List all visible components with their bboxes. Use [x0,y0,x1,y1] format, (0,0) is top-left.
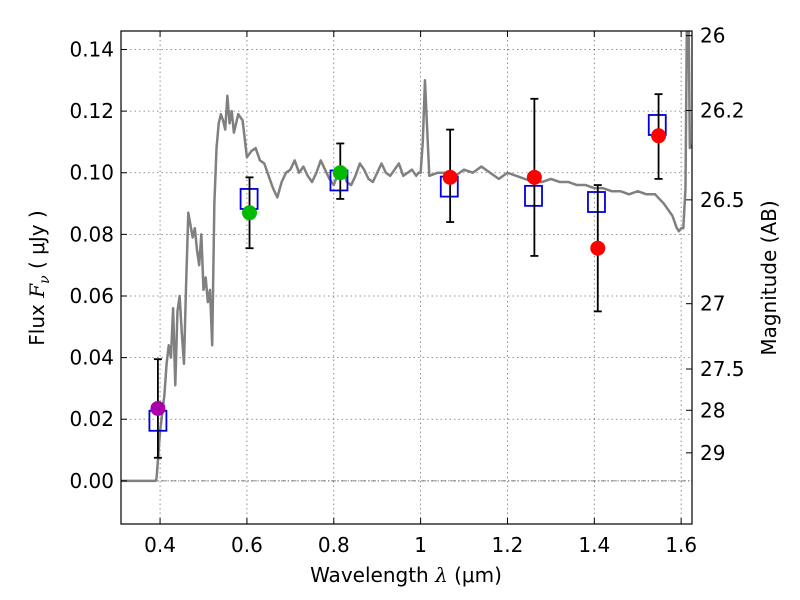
observed-data-point [590,240,606,256]
plot-area [121,31,692,483]
observed-data-point [442,169,458,185]
observed-data-point [651,128,667,144]
observed-data-point [332,165,348,181]
y2-tick-label: 26.5 [700,188,745,212]
x-tick-label: 0.4 [144,533,176,557]
y2-tick-label: 26.2 [700,98,745,122]
y2-tick-label: 29 [700,441,725,465]
y-tick-label: 0.02 [69,407,114,431]
x-tick-label: 1.4 [578,533,610,557]
y2-tick-label: 27.5 [700,357,745,381]
y-tick-label: 0.00 [69,469,114,493]
y2-axis-label: Magnitude (AB) [757,200,781,355]
y-tick-label: 0.14 [69,37,114,61]
observed-data-point [242,205,258,221]
x-axis-label: Wavelength λ (μm) [310,563,502,587]
x-tick-label: 0.6 [231,533,263,557]
axes-frame [120,30,693,525]
y2-tick-label: 28 [700,398,725,422]
observed-data-point [526,169,542,185]
model-photometry-square [587,191,606,213]
x-tick-label: 1.2 [492,533,524,557]
y-axis-label: Flux Fν ( μJy ) [25,210,53,345]
y2-tick-label: 27 [700,292,725,316]
x-tick-label: 0.8 [318,533,350,557]
y-tick-label: 0.06 [69,284,114,308]
y2-tick-label: 26 [700,24,725,48]
y-tick-label: 0.04 [69,346,114,370]
x-tick-label: 1 [414,533,427,557]
x-tick-label: 1.6 [665,533,697,557]
y-tick-label: 0.10 [69,161,114,185]
observed-data-point [150,400,166,416]
y-tick-label: 0.12 [69,99,114,123]
y-tick-label: 0.08 [69,222,114,246]
ticks: 0.4 0.6 0.8 1 1.2 1.4 1.6 0.00 0.02 0.04 0.06 0.08 0… [69,24,744,557]
